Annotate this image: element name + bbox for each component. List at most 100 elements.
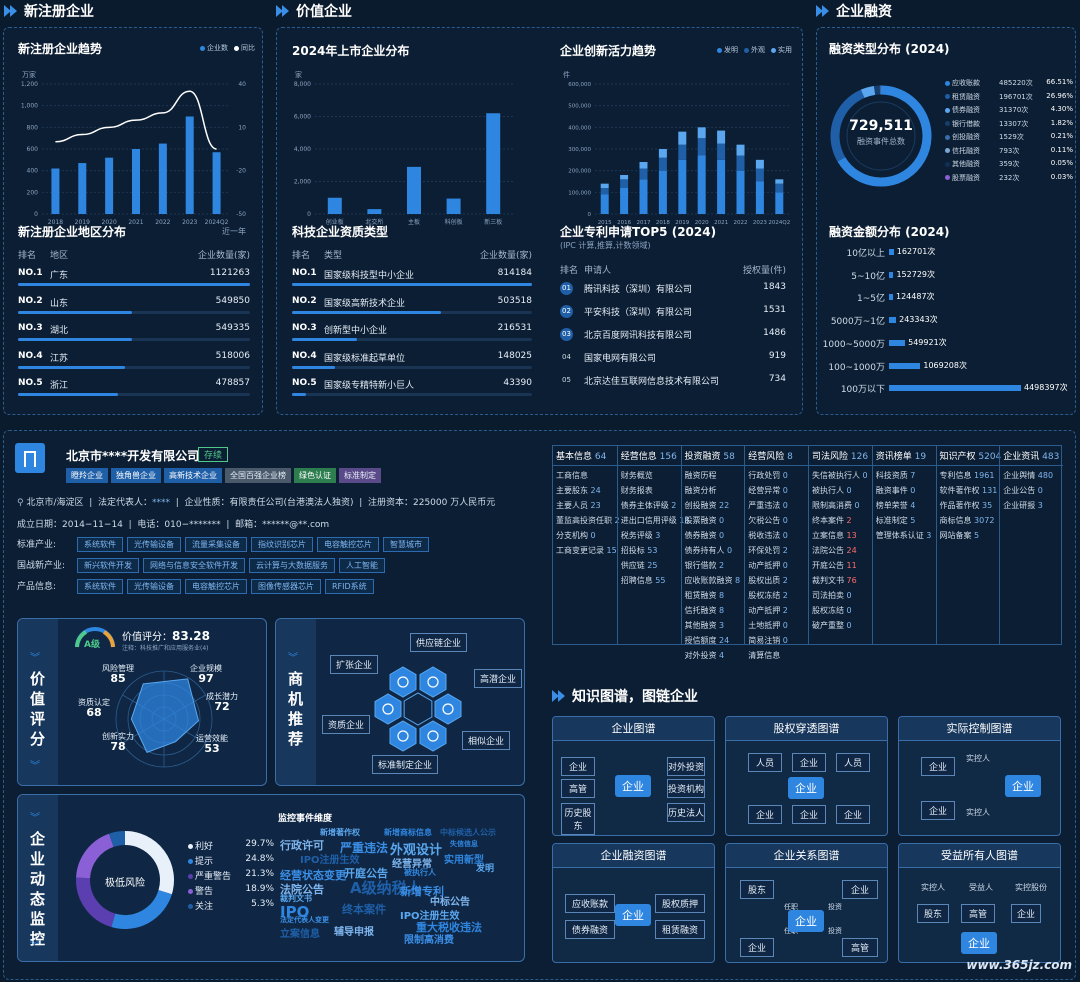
patent-ranking: 排名 申请人 授权量(件) 01 腾讯科技（深圳）有限公司 1843 02 平安科技（深圳）有… (560, 263, 786, 403)
radar-dim-value: 72 (214, 700, 229, 713)
monitor-legend-name: 利好 (195, 842, 214, 852)
location-icon: ⚲ (17, 498, 27, 508)
building-icon (15, 443, 45, 473)
info-item: 招投标 53 (618, 543, 681, 558)
y-tick: 0 (307, 211, 311, 218)
info-item-label: 动产抵押 (748, 561, 783, 570)
y2-tick: -20 (236, 168, 246, 175)
trend-chart: 万家 1,200 1,000 800 600 400 200 0 40 10 -20 -50 2018 2… (21, 70, 246, 226)
x-tick: 2018 (48, 219, 63, 226)
graph-node: 应收账款 (565, 894, 615, 913)
fin-amt-title: 融资金额分布 (2024) (829, 225, 950, 239)
wordcloud-word: 辅导申报 (334, 927, 374, 938)
gauge-icon (75, 627, 115, 648)
info-item-label: 债券融资 (684, 531, 720, 540)
graph-node: 高管 (842, 938, 878, 957)
info-item-count: 2 (719, 561, 725, 570)
bar-0 (678, 159, 687, 214)
bar (212, 152, 221, 214)
fin-legend-row: 租赁融资 196701次 26.96% (945, 92, 1073, 106)
fin-legend-name: 信托融资 (952, 146, 980, 155)
info-item: 开庭公告 11 (809, 558, 872, 573)
donut-slice (837, 85, 932, 187)
region-period: 近一年 (222, 227, 246, 236)
bar-2 (775, 179, 784, 184)
section-title-kg: 知识图谱，图链企业 (552, 686, 698, 706)
rank-no: NO.4 (18, 350, 43, 361)
graph-title: 受益所有人图谱 (899, 844, 1060, 868)
monitor-slice (124, 831, 174, 895)
rank-col: 地区 (50, 251, 69, 261)
rank-bar-track (292, 283, 532, 286)
wordcloud-word: 经营状态变更 (280, 869, 346, 882)
info-item-count: 15 (606, 546, 617, 555)
info-item-count: 0 (590, 531, 596, 540)
y-tick: 300,000 (568, 147, 591, 153)
biz-rec-hex (374, 666, 462, 752)
x-tick: 北交所 (365, 218, 383, 226)
graph-node: 企业 (836, 805, 870, 824)
monitor-slice (76, 833, 114, 879)
info-item-label: 裁判文书 (812, 576, 847, 585)
graph-node: 历史法人 (667, 803, 705, 822)
info-item-count: 2 (846, 516, 852, 525)
y-tick: 100,000 (568, 190, 591, 196)
fin-legend-count: 13307次 (999, 119, 1029, 128)
rank-no: NO.3 (18, 323, 43, 333)
info-item: 科技资质 7 (873, 468, 936, 483)
info-col: 企业资讯 483 企业舆情 480 企业公告 0 企业研报 3 (999, 446, 1063, 644)
monitor-slice (108, 831, 126, 848)
rank-value: 43390 (503, 378, 532, 388)
donut-slice (860, 85, 876, 98)
legend-item: 发明 (717, 45, 738, 55)
company-tag: 瞪羚企业 (66, 468, 108, 483)
rank-name: 山东 (50, 298, 69, 309)
industry-tag: 网络与信息安全软件开发 (143, 558, 245, 573)
info-item-count: 3 (1037, 501, 1043, 510)
legend-dot (945, 121, 950, 126)
graph-node: 历史股东 (561, 803, 595, 835)
info-item: 严重违法 0 (745, 498, 808, 513)
region-row: NO.2 山东 549850 (18, 296, 250, 310)
patent-value: 919 (768, 351, 786, 361)
info-col-head: 司法风险 126 (809, 446, 872, 466)
wordcloud-word: IPO注册生效 (400, 911, 460, 922)
fin-type-legend: 应收账款 485220次 66.51% 租赁融资 196701次 26.96% 债券融资 31… (945, 78, 1073, 186)
fin-amt-bar (889, 362, 921, 369)
industry-label: 标准产业: (17, 540, 57, 550)
info-item-label: 财务概览 (620, 471, 653, 480)
industry-row: 标准产业: 系统软件 光传输设备 流量采集设备 指纹识别芯片 电容触控芯片 智慧城市 (17, 537, 537, 558)
wordcloud-word: 开庭公告 (344, 867, 388, 880)
y-tick: 1,200 (21, 81, 38, 88)
donut-inner-ring (846, 101, 916, 171)
info-item-count: 131 (982, 486, 998, 495)
graph-node: 对外投资 (667, 757, 705, 776)
x-tick: 2020 (695, 220, 709, 226)
radar-dim-value: 68 (86, 706, 101, 719)
bar-2 (755, 159, 764, 169)
unit-label: 家 (295, 70, 302, 79)
graph-node: 实控股份 (1015, 883, 1047, 892)
ipo-title: 2024年上市企业分布 (292, 44, 410, 58)
company-tag: 全国百强企业榜 (225, 468, 291, 483)
radar-area (130, 678, 200, 753)
rank-value: 549335 (215, 323, 250, 333)
info-item-count: 0 (846, 606, 852, 615)
pie-icon (419, 720, 447, 752)
monitor-donut (76, 831, 174, 929)
info-item-label: 经营异常 (748, 486, 783, 495)
info-item-count: 8 (735, 576, 741, 585)
industry-tag: 电容触控芯片 (317, 537, 379, 552)
trend-icon-glyph (397, 676, 409, 688)
x-tick: 2016 (617, 220, 631, 226)
biz-rec-label: 高潜企业 (474, 669, 523, 688)
graph-node: 租赁融资 (655, 920, 705, 939)
info-col: 投资融资 58 融资历程 融资分析 创投融资 22 股票融资 0 债券融资 0 债券持有… (680, 446, 745, 660)
info-item-count: 24 (590, 486, 601, 495)
info-item-label: 网站备案 (939, 531, 975, 540)
bar-1 (736, 155, 745, 171)
info-col-body: 企业舆情 480 企业公告 0 企业研报 3 (1000, 466, 1063, 513)
graph-center-node: 企业 (1005, 775, 1041, 797)
chevrons-icon: ︾ (30, 813, 40, 824)
fin-amt-value: 162701次 (896, 247, 936, 256)
